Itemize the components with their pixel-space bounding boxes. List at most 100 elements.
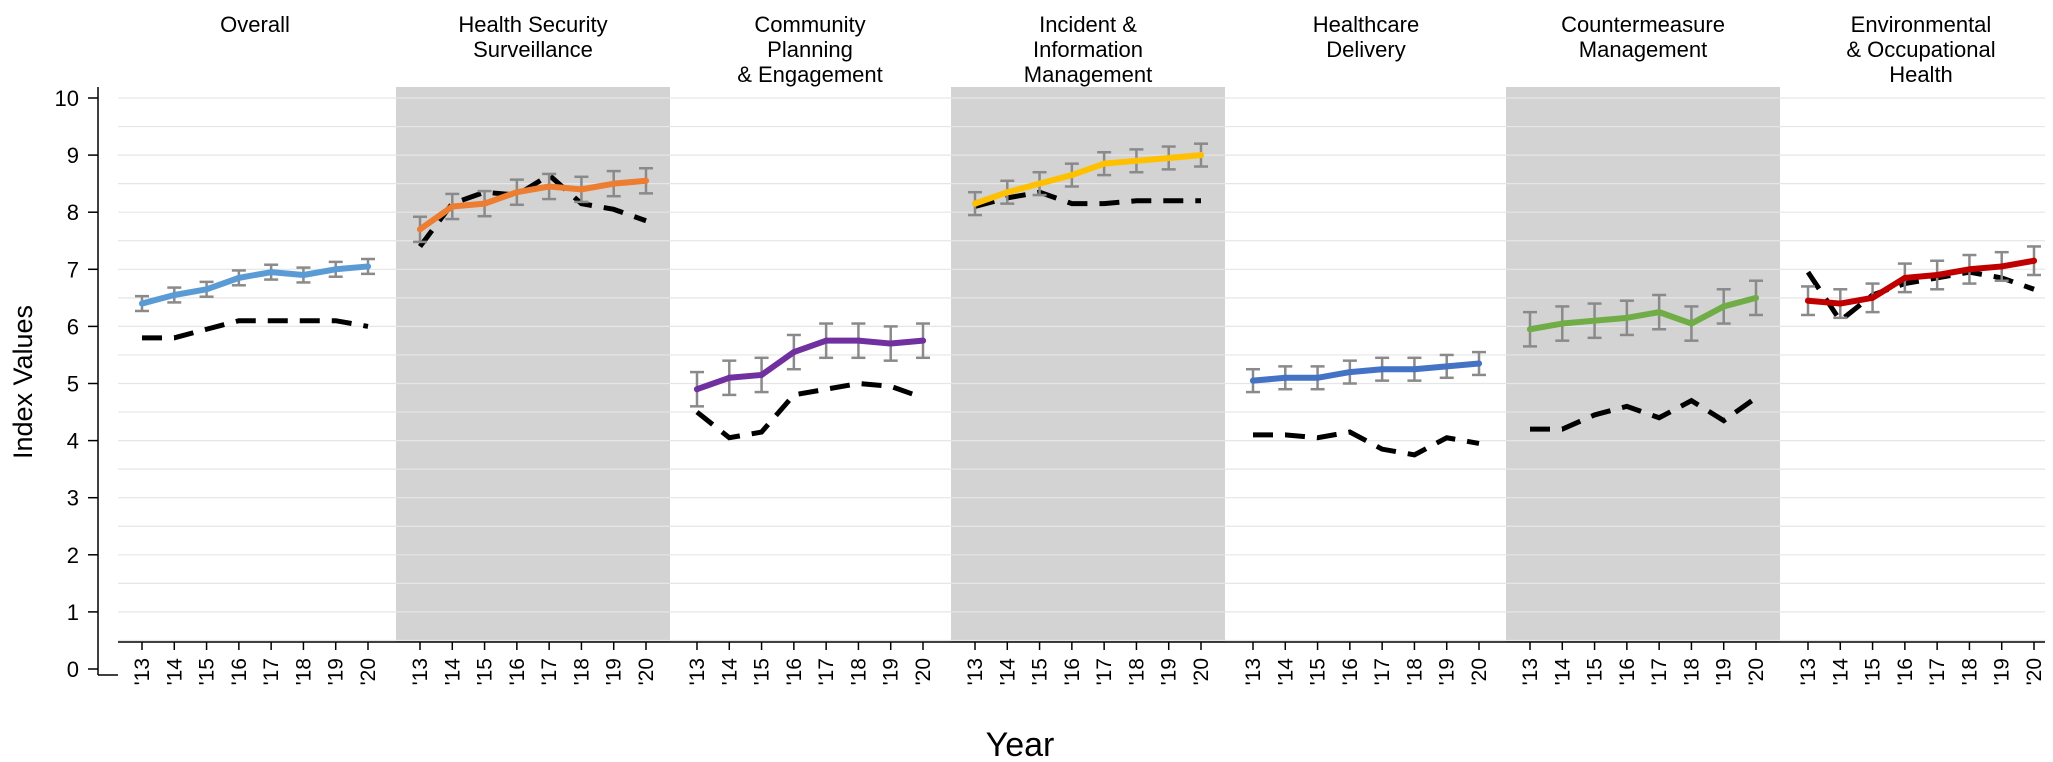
x-tick-label: '14 (163, 658, 186, 686)
data-point (1998, 263, 2005, 270)
data-point (2031, 257, 2037, 264)
data-point (578, 186, 585, 193)
y-tick-label: 3 (67, 486, 79, 511)
data-point (610, 180, 617, 187)
data-point (171, 291, 178, 298)
x-tick-label: '19 (1158, 658, 1181, 685)
x-tick-label: '15 (751, 658, 774, 685)
y-tick-label: 10 (55, 86, 79, 111)
data-point (790, 349, 797, 356)
data-point (1004, 189, 1011, 196)
data-point (546, 183, 553, 190)
x-tick-label: '19 (880, 658, 903, 685)
data-point (1314, 374, 1321, 381)
data-point (1476, 360, 1482, 367)
panel-title-line: Community (754, 12, 865, 37)
panel-title-line: Planning (767, 37, 853, 62)
data-point (920, 337, 926, 344)
data-point (887, 340, 894, 347)
x-tick-label: '13 (1797, 658, 1820, 685)
panel-shade (396, 87, 670, 642)
x-tick-label: '13 (964, 658, 987, 685)
data-point (1623, 314, 1630, 321)
x-tick-label: '16 (1061, 658, 1084, 685)
x-tick-label: '15 (196, 658, 219, 685)
x-tick-label: '15 (1584, 658, 1607, 685)
x-tick-label: '13 (1242, 658, 1265, 685)
panel-title-line: & Occupational (1846, 37, 1995, 62)
x-tick-label: '14 (1829, 658, 1852, 686)
data-point (1411, 366, 1418, 373)
data-point (268, 269, 275, 276)
panel-title-line: Environmental (1851, 12, 1992, 37)
x-tick-label: '20 (2023, 658, 2046, 685)
panel-title-line: Delivery (1326, 37, 1405, 62)
data-point (643, 177, 649, 184)
y-ticks: 0 1 2 3 4 5 6 7 8 9 10 (55, 86, 98, 682)
data-point (1036, 180, 1043, 187)
data-point (694, 386, 700, 393)
x-tick-label: '14 (996, 658, 1019, 686)
x-tick-label: '14 (1274, 658, 1297, 686)
x-ticks: '13 '14 '15 '16 '17 '18 '19 '20 '13 '14 '15 '16 '17 '… (131, 642, 2046, 685)
x-tick-label: '18 (847, 658, 870, 685)
reference-line (974, 189, 1201, 209)
reference-line (1530, 395, 1758, 432)
data-point (1101, 160, 1108, 167)
panel-title-line: & Engagement (737, 62, 883, 87)
data-point (972, 200, 978, 207)
x-tick-label: '19 (325, 658, 348, 685)
x-tick-label: '15 (474, 658, 497, 685)
y-tick-label: 1 (67, 600, 79, 625)
x-tick-label: '17 (1926, 658, 1949, 685)
x-tick-label: '17 (1648, 658, 1671, 685)
series-line (694, 337, 926, 393)
x-tick-label: '18 (1125, 658, 1148, 685)
data-point (1934, 272, 1941, 279)
reference-line (142, 318, 369, 341)
x-tick-label: '13 (409, 658, 432, 685)
x-tick-label: '14 (441, 658, 464, 686)
panel-shade (951, 87, 1225, 642)
y-tick-label: 4 (67, 429, 79, 454)
series-line (972, 152, 1204, 207)
panel-title-line: Health Security (458, 12, 607, 37)
panel-title-line: Countermeasure (1561, 12, 1725, 37)
data-point (1656, 309, 1663, 316)
x-tick-label: '13 (131, 658, 154, 685)
data-point (332, 266, 339, 273)
x-tick-label: '18 (570, 658, 593, 685)
x-tick-label: '20 (357, 658, 380, 685)
data-point (235, 274, 242, 281)
data-point (1901, 274, 1908, 281)
x-tick-label: '14 (1551, 658, 1574, 686)
series-line (1527, 294, 1759, 333)
data-point (481, 200, 488, 207)
x-tick-label: '15 (1029, 658, 1052, 685)
data-point (513, 189, 520, 196)
reference-line (695, 380, 924, 441)
data-point (1198, 152, 1204, 159)
y-axis-title: Index Values (8, 305, 38, 459)
x-tick-label: '18 (1958, 658, 1981, 685)
data-point (1068, 172, 1075, 179)
reference-line (1805, 269, 2035, 325)
x-tick-label: '20 (1468, 658, 1491, 685)
data-point (726, 374, 733, 381)
series-line (139, 263, 371, 307)
x-tick-label: '13 (1519, 658, 1542, 685)
data-point (1527, 326, 1533, 333)
x-tick-label: '19 (1436, 658, 1459, 685)
data-point (1966, 266, 1973, 273)
data-point (1720, 303, 1727, 310)
data-point (1869, 294, 1876, 301)
x-tick-label: '19 (1991, 658, 2014, 685)
data-point (1379, 366, 1386, 373)
series (135, 142, 2041, 458)
panel-title-line: Management (1579, 37, 1707, 62)
data-point (1559, 320, 1566, 327)
data-point (300, 272, 307, 279)
y-tick-label: 6 (67, 314, 79, 339)
data-point (1837, 300, 1844, 307)
